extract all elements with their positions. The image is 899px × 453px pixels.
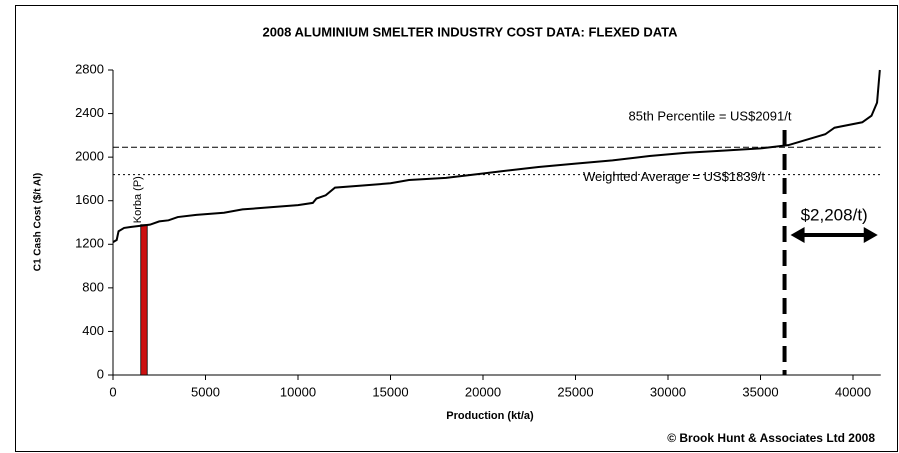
x-tick-label: 20000 <box>465 384 501 399</box>
arrow-head <box>790 227 805 243</box>
x-tick-label: 40000 <box>835 384 871 399</box>
y-tick-label: 2800 <box>75 61 104 76</box>
highlight-label: Korba (P) <box>132 176 144 223</box>
x-tick-label: 30000 <box>650 384 686 399</box>
chart-title: 2008 ALUMINIUM SMELTER INDUSTRY COST DAT… <box>262 24 678 39</box>
highlight-bar <box>140 224 148 376</box>
x-axis-label: Production (kt/a) <box>446 410 534 422</box>
reference-label: Weighted Average = US$1839/t <box>583 169 765 184</box>
cost-curve <box>112 69 881 243</box>
arrow-head <box>863 227 878 243</box>
x-tick-label: 25000 <box>557 384 593 399</box>
y-axis-label: C1 Cash Cost ($/t Al) <box>33 173 44 272</box>
y-tick-label: 800 <box>82 279 104 294</box>
y-tick-label: 400 <box>82 323 104 338</box>
x-tick-label: 15000 <box>372 384 408 399</box>
y-tick-label: 1600 <box>75 192 104 207</box>
y-tick-label: 1200 <box>75 236 104 251</box>
x-tick-label: 0 <box>109 384 116 399</box>
reference-label: 85th Percentile = US$2091/t <box>629 109 792 124</box>
arrow-label: $2,208/t) <box>801 205 868 224</box>
y-tick-label: 0 <box>97 366 104 381</box>
x-tick-label: 10000 <box>280 384 316 399</box>
y-tick-label: 2400 <box>75 105 104 120</box>
y-tick-label: 2000 <box>75 149 104 164</box>
x-tick-label: 35000 <box>742 384 778 399</box>
chart-border <box>15 5 898 452</box>
source: © Brook Hunt & Associates Ltd 2008 <box>667 431 875 445</box>
x-tick-label: 5000 <box>191 384 220 399</box>
